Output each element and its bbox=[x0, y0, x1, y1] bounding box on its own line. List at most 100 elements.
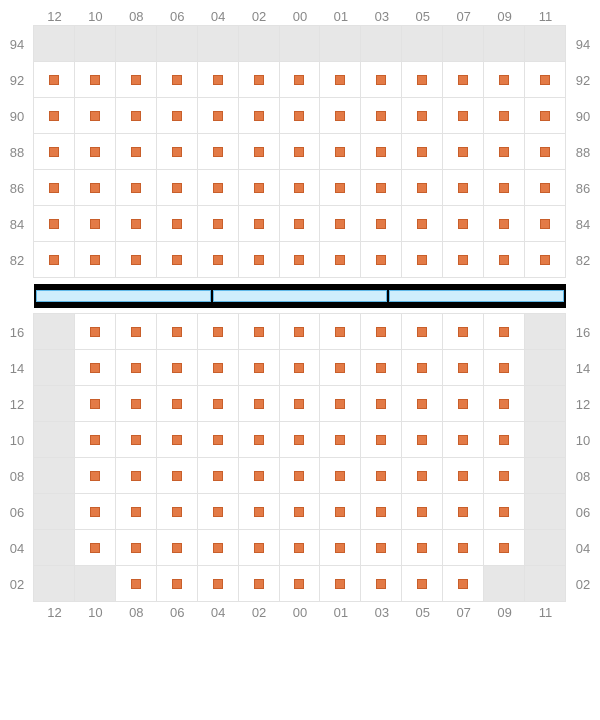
seat-cell[interactable] bbox=[279, 493, 321, 530]
seat-cell[interactable] bbox=[442, 493, 484, 530]
seat-cell[interactable] bbox=[115, 61, 157, 98]
seat-cell[interactable] bbox=[483, 61, 525, 98]
seat-cell[interactable] bbox=[483, 529, 525, 566]
seat-cell[interactable] bbox=[442, 529, 484, 566]
seat-cell[interactable] bbox=[360, 97, 402, 134]
seat-cell[interactable] bbox=[401, 457, 443, 494]
seat-cell[interactable] bbox=[319, 61, 361, 98]
seat-cell[interactable] bbox=[360, 421, 402, 458]
seat-cell[interactable] bbox=[360, 241, 402, 278]
seat-cell[interactable] bbox=[360, 529, 402, 566]
seat-cell[interactable] bbox=[319, 421, 361, 458]
seat-cell[interactable] bbox=[319, 169, 361, 206]
seat-cell[interactable] bbox=[360, 205, 402, 242]
seat-cell[interactable] bbox=[156, 205, 198, 242]
seat-cell[interactable] bbox=[197, 169, 239, 206]
seat-cell[interactable] bbox=[33, 205, 75, 242]
seat-cell[interactable] bbox=[319, 205, 361, 242]
seat-cell[interactable] bbox=[197, 457, 239, 494]
seat-cell[interactable] bbox=[483, 421, 525, 458]
seat-cell[interactable] bbox=[279, 133, 321, 170]
seat-cell[interactable] bbox=[156, 529, 198, 566]
seat-cell[interactable] bbox=[74, 61, 116, 98]
seat-cell[interactable] bbox=[197, 493, 239, 530]
seat-cell[interactable] bbox=[279, 529, 321, 566]
seat-cell[interactable] bbox=[401, 205, 443, 242]
seat-cell[interactable] bbox=[238, 421, 280, 458]
seat-cell[interactable] bbox=[360, 349, 402, 386]
seat-cell[interactable] bbox=[442, 565, 484, 602]
seat-cell[interactable] bbox=[401, 241, 443, 278]
seat-cell[interactable] bbox=[319, 457, 361, 494]
seat-cell[interactable] bbox=[197, 385, 239, 422]
seat-cell[interactable] bbox=[197, 565, 239, 602]
seat-cell[interactable] bbox=[238, 133, 280, 170]
seat-cell[interactable] bbox=[156, 493, 198, 530]
seat-cell[interactable] bbox=[156, 169, 198, 206]
seat-cell[interactable] bbox=[319, 565, 361, 602]
seat-cell[interactable] bbox=[33, 97, 75, 134]
seat-cell[interactable] bbox=[401, 97, 443, 134]
seat-cell[interactable] bbox=[442, 97, 484, 134]
seat-cell[interactable] bbox=[279, 61, 321, 98]
seat-cell[interactable] bbox=[483, 349, 525, 386]
seat-cell[interactable] bbox=[401, 313, 443, 350]
seat-cell[interactable] bbox=[238, 313, 280, 350]
seat-cell[interactable] bbox=[115, 349, 157, 386]
seat-cell[interactable] bbox=[238, 349, 280, 386]
seat-cell[interactable] bbox=[401, 565, 443, 602]
seat-cell[interactable] bbox=[319, 493, 361, 530]
seat-cell[interactable] bbox=[197, 205, 239, 242]
seat-cell[interactable] bbox=[360, 133, 402, 170]
seat-cell[interactable] bbox=[197, 97, 239, 134]
seat-cell[interactable] bbox=[115, 169, 157, 206]
seat-cell[interactable] bbox=[74, 421, 116, 458]
seat-cell[interactable] bbox=[319, 385, 361, 422]
seat-cell[interactable] bbox=[360, 565, 402, 602]
seat-cell[interactable] bbox=[74, 205, 116, 242]
seat-cell[interactable] bbox=[238, 61, 280, 98]
seat-cell[interactable] bbox=[197, 349, 239, 386]
seat-cell[interactable] bbox=[74, 529, 116, 566]
seat-cell[interactable] bbox=[442, 133, 484, 170]
seat-cell[interactable] bbox=[197, 421, 239, 458]
seat-cell[interactable] bbox=[197, 529, 239, 566]
seat-cell[interactable] bbox=[279, 565, 321, 602]
seat-cell[interactable] bbox=[33, 61, 75, 98]
seat-cell[interactable] bbox=[442, 61, 484, 98]
seat-cell[interactable] bbox=[115, 529, 157, 566]
seat-cell[interactable] bbox=[360, 385, 402, 422]
seat-cell[interactable] bbox=[33, 133, 75, 170]
seat-cell[interactable] bbox=[442, 241, 484, 278]
seat-cell[interactable] bbox=[156, 313, 198, 350]
seat-cell[interactable] bbox=[74, 349, 116, 386]
seat-cell[interactable] bbox=[156, 421, 198, 458]
seat-cell[interactable] bbox=[483, 97, 525, 134]
seat-cell[interactable] bbox=[156, 61, 198, 98]
seat-cell[interactable] bbox=[238, 493, 280, 530]
seat-cell[interactable] bbox=[401, 421, 443, 458]
seat-cell[interactable] bbox=[156, 385, 198, 422]
seat-cell[interactable] bbox=[156, 565, 198, 602]
seat-cell[interactable] bbox=[401, 529, 443, 566]
seat-cell[interactable] bbox=[238, 565, 280, 602]
seat-cell[interactable] bbox=[197, 313, 239, 350]
seat-cell[interactable] bbox=[483, 457, 525, 494]
seat-cell[interactable] bbox=[360, 169, 402, 206]
seat-cell[interactable] bbox=[279, 97, 321, 134]
seat-cell[interactable] bbox=[442, 457, 484, 494]
seat-cell[interactable] bbox=[401, 493, 443, 530]
seat-cell[interactable] bbox=[197, 241, 239, 278]
seat-cell[interactable] bbox=[442, 385, 484, 422]
seat-cell[interactable] bbox=[74, 133, 116, 170]
seat-cell[interactable] bbox=[238, 529, 280, 566]
seat-cell[interactable] bbox=[524, 61, 566, 98]
seat-cell[interactable] bbox=[279, 349, 321, 386]
seat-cell[interactable] bbox=[238, 169, 280, 206]
seat-cell[interactable] bbox=[483, 313, 525, 350]
seat-cell[interactable] bbox=[483, 205, 525, 242]
seat-cell[interactable] bbox=[401, 61, 443, 98]
seat-cell[interactable] bbox=[319, 97, 361, 134]
seat-cell[interactable] bbox=[115, 241, 157, 278]
seat-cell[interactable] bbox=[74, 313, 116, 350]
